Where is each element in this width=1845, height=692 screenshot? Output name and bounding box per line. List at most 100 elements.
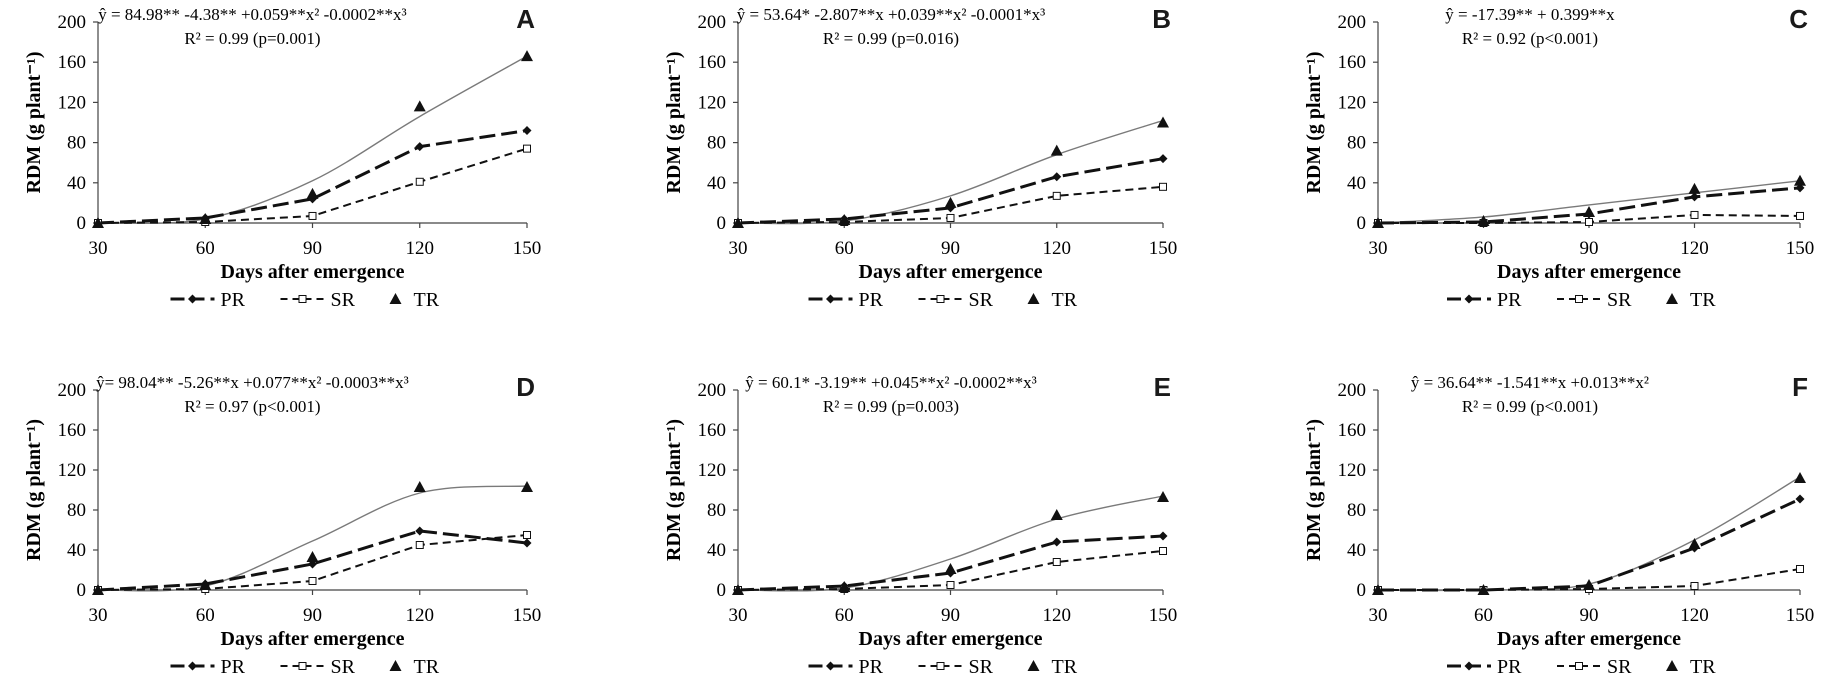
y-tick-label: 160 (1338, 52, 1367, 73)
marker-sr (1585, 217, 1593, 226)
x-tick-label: 60 (835, 605, 854, 626)
y-tick-label: 0 (717, 213, 727, 234)
x-tick-label: 90 (1580, 238, 1599, 259)
marker-pr (1158, 154, 1168, 164)
marker-pr (1795, 494, 1805, 504)
marker-tr (1372, 217, 1384, 228)
series-line-sr (97, 147, 528, 224)
r-squared-label: R² = 0.99 (p=0.016) (823, 29, 959, 48)
x-tick-label: 60 (196, 605, 215, 626)
marker-tr (413, 100, 426, 112)
legend: PR SR TR (808, 656, 1078, 678)
y-axis-title: RDM (g plant⁻¹) (663, 51, 685, 193)
marker-tr (521, 50, 533, 62)
y-tick-label: 160 (58, 52, 87, 73)
panel-label: F (1792, 372, 1808, 402)
legend-label-pr: PR (221, 656, 246, 678)
x-tick-label: 30 (729, 605, 748, 626)
y-tick-label: 200 (1338, 12, 1367, 33)
x-axis-title: Days after emergence (859, 628, 1043, 650)
marker-tr (306, 551, 319, 562)
marker-sr (1159, 547, 1167, 555)
marker-tr (1050, 144, 1063, 156)
legend-marker-sr (936, 662, 945, 670)
legend-marker-sr (298, 295, 307, 303)
x-tick-label: 90 (303, 238, 322, 259)
marker-tr (413, 481, 426, 492)
legend-marker-sr (1575, 662, 1583, 670)
x-axis-title: Days after emergence (859, 261, 1043, 283)
legend-label-sr: SR (969, 656, 994, 678)
r-squared-label: R² = 0.99 (p=0.001) (184, 29, 320, 48)
legend-marker-tr (389, 660, 402, 671)
legend-label-sr: SR (331, 289, 356, 311)
y-tick-label: 120 (698, 460, 727, 481)
x-tick-label: 30 (729, 238, 748, 259)
legend-label-sr: SR (1607, 289, 1632, 311)
marker-sr (1796, 211, 1804, 220)
chart-panel-d: 0 40 80 120 160 200 30 60 90 120 150 Days after eme… (23, 372, 541, 678)
legend-marker-tr (1666, 660, 1678, 671)
legend-marker-sr (1575, 295, 1583, 303)
marker-sr (1690, 210, 1699, 219)
marker-sr (1690, 582, 1699, 590)
y-tick-label: 0 (1357, 213, 1367, 234)
marker-pr (415, 526, 425, 536)
y-tick-label: 0 (1357, 580, 1367, 601)
series-line-pr (97, 129, 528, 225)
legend-label-sr: SR (331, 656, 356, 678)
regression-equation: ŷ = 60.1* -3.19** +0.045**x² -0.0002**x³ (745, 373, 1036, 392)
y-tick-label: 80 (1347, 133, 1366, 154)
y-tick-label: 80 (707, 133, 726, 154)
y-tick-label: 40 (707, 173, 726, 194)
x-tick-label: 120 (1680, 238, 1709, 259)
y-tick-label: 120 (1338, 460, 1367, 481)
legend-label-pr: PR (1497, 289, 1522, 311)
y-tick-label: 160 (58, 420, 87, 441)
y-tick-label: 0 (77, 213, 87, 234)
panel-label: A (516, 4, 535, 34)
marker-tr (1372, 584, 1384, 595)
x-tick-label: 150 (1786, 605, 1815, 626)
marker-tr (92, 217, 104, 228)
marker-tr (521, 481, 533, 492)
x-tick-label: 30 (89, 238, 108, 259)
x-tick-label: 120 (406, 238, 435, 259)
y-tick-label: 120 (58, 92, 87, 113)
legend-label-pr: PR (1497, 656, 1522, 678)
marker-tr (1157, 491, 1169, 502)
fit-curve (737, 119, 1164, 225)
y-tick-label: 120 (58, 460, 87, 481)
legend-label-pr: PR (859, 289, 884, 311)
y-tick-label: 80 (67, 133, 86, 154)
y-tick-label: 40 (707, 540, 726, 561)
legend: PR SR TR (1447, 656, 1716, 678)
x-axis-title: Days after emergence (221, 628, 405, 650)
marker-pr (1158, 531, 1168, 541)
y-tick-label: 200 (58, 12, 87, 33)
legend-label-sr: SR (969, 289, 994, 311)
legend-marker-tr (1666, 293, 1678, 304)
legend-label-sr: SR (1607, 656, 1632, 678)
marker-tr (1794, 472, 1806, 483)
series-line-pr (1378, 497, 1801, 592)
panel-label: B (1152, 4, 1171, 34)
x-tick-label: 60 (835, 238, 854, 259)
y-axis-title: RDM (g plant⁻¹) (1303, 419, 1325, 561)
marker-tr (1477, 214, 1490, 226)
legend-marker-sr (298, 662, 307, 670)
marker-tr (1583, 579, 1595, 590)
marker-sr (523, 144, 531, 153)
marker-sr (308, 577, 317, 585)
y-tick-label: 0 (717, 580, 727, 601)
y-axis-title: RDM (g plant⁻¹) (1303, 51, 1325, 193)
y-tick-label: 80 (1347, 500, 1366, 521)
x-tick-label: 120 (1043, 238, 1072, 259)
marker-tr (1794, 174, 1806, 186)
legend-marker-pr (188, 294, 197, 304)
marker-tr (732, 584, 744, 595)
legend-marker-pr (1464, 661, 1474, 671)
y-tick-label: 160 (698, 52, 727, 73)
marker-tr (199, 212, 212, 224)
x-axis-title: Days after emergence (1497, 261, 1681, 283)
